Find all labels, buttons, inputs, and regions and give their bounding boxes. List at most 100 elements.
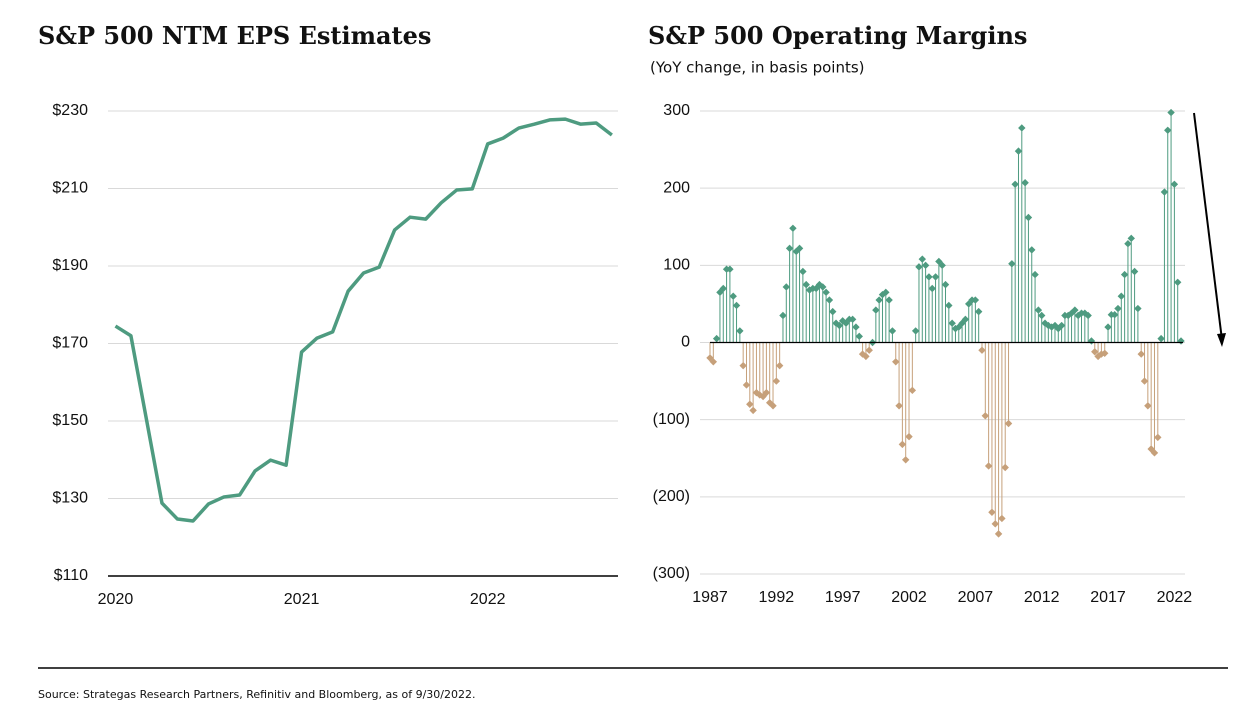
y-tick-label: 200 [663,179,690,196]
y-tick-label: 300 [663,102,690,119]
stem [762,342,771,397]
stem [1011,180,1019,343]
stem [978,342,986,354]
stem [865,342,873,354]
stem [749,342,757,415]
stem [1117,292,1126,343]
stem [709,342,718,366]
stem [1130,267,1139,343]
stem [1008,260,1016,343]
arrow-head [1217,333,1226,347]
x-tick-label: 1987 [692,589,728,606]
stem [961,315,970,343]
x-tick-label: 2022 [470,591,506,608]
stem [829,307,837,343]
stem [1044,321,1053,343]
stem [974,307,983,343]
stem [712,334,721,343]
stem [1041,319,1049,343]
x-tick-label: 2017 [1090,589,1126,606]
y-tick-label: (200) [653,488,690,505]
stem [759,342,767,401]
stem [739,342,747,370]
stem [732,301,741,343]
stem [1170,180,1179,343]
stem [772,342,781,385]
x-tick-label: 2012 [1024,589,1060,606]
y-tick-label: 0 [681,334,690,351]
stem [895,342,903,410]
stem [752,342,761,397]
stem [911,327,920,343]
stem [1074,311,1082,343]
stem [955,323,963,343]
stem [809,284,817,343]
stem [726,265,734,343]
stem [945,301,953,343]
stem [1004,342,1013,428]
stem [746,342,754,408]
stem [948,319,956,343]
stem [716,288,724,343]
stem [888,327,897,343]
stem [1034,306,1043,343]
x-tick-label: 2021 [284,591,320,608]
stem [1051,321,1059,343]
stem [892,342,900,366]
stem [898,342,907,449]
stem [921,261,930,343]
stem [706,342,714,362]
y-tick-label: $170 [52,335,88,352]
stem [901,342,910,464]
stem [882,288,890,343]
x-tick-label: 1992 [759,589,795,606]
stem [1164,126,1172,343]
stem [719,284,727,343]
y-tick-label: (300) [653,565,690,582]
stem [852,323,860,343]
stem [1091,342,1099,356]
stem [736,327,744,343]
stem [756,342,764,399]
stem [862,342,870,361]
stem [819,283,827,343]
stem [1127,234,1135,343]
stem [965,300,973,343]
y-tick-label: $110 [54,567,89,584]
stem [769,342,777,410]
stem [905,342,913,441]
stem [998,342,1006,523]
stem [1120,270,1129,343]
stem [941,280,950,343]
stem [848,315,857,343]
stem [1150,342,1159,457]
stem [981,342,990,420]
stem [1024,213,1033,343]
stem [915,263,923,343]
stem [1021,179,1029,343]
stem [1028,246,1036,343]
stem [842,319,850,343]
stem [925,273,933,343]
stem [815,280,824,343]
stem [832,319,840,343]
stem [789,224,797,343]
stem [792,247,800,343]
stem [1037,311,1046,343]
y-tick-label: $150 [52,412,88,429]
y-tick-label: 100 [663,257,690,274]
stem [825,296,834,343]
stem [1110,311,1119,343]
stem [1157,334,1165,343]
stem [938,261,946,343]
stem [722,265,731,343]
arrow [1193,112,1223,341]
stem [855,332,863,343]
stem [835,321,844,343]
stem [1114,304,1122,343]
stem [812,284,820,343]
stem [988,342,996,516]
x-tick-label: 2022 [1157,589,1193,606]
stem [785,244,794,343]
